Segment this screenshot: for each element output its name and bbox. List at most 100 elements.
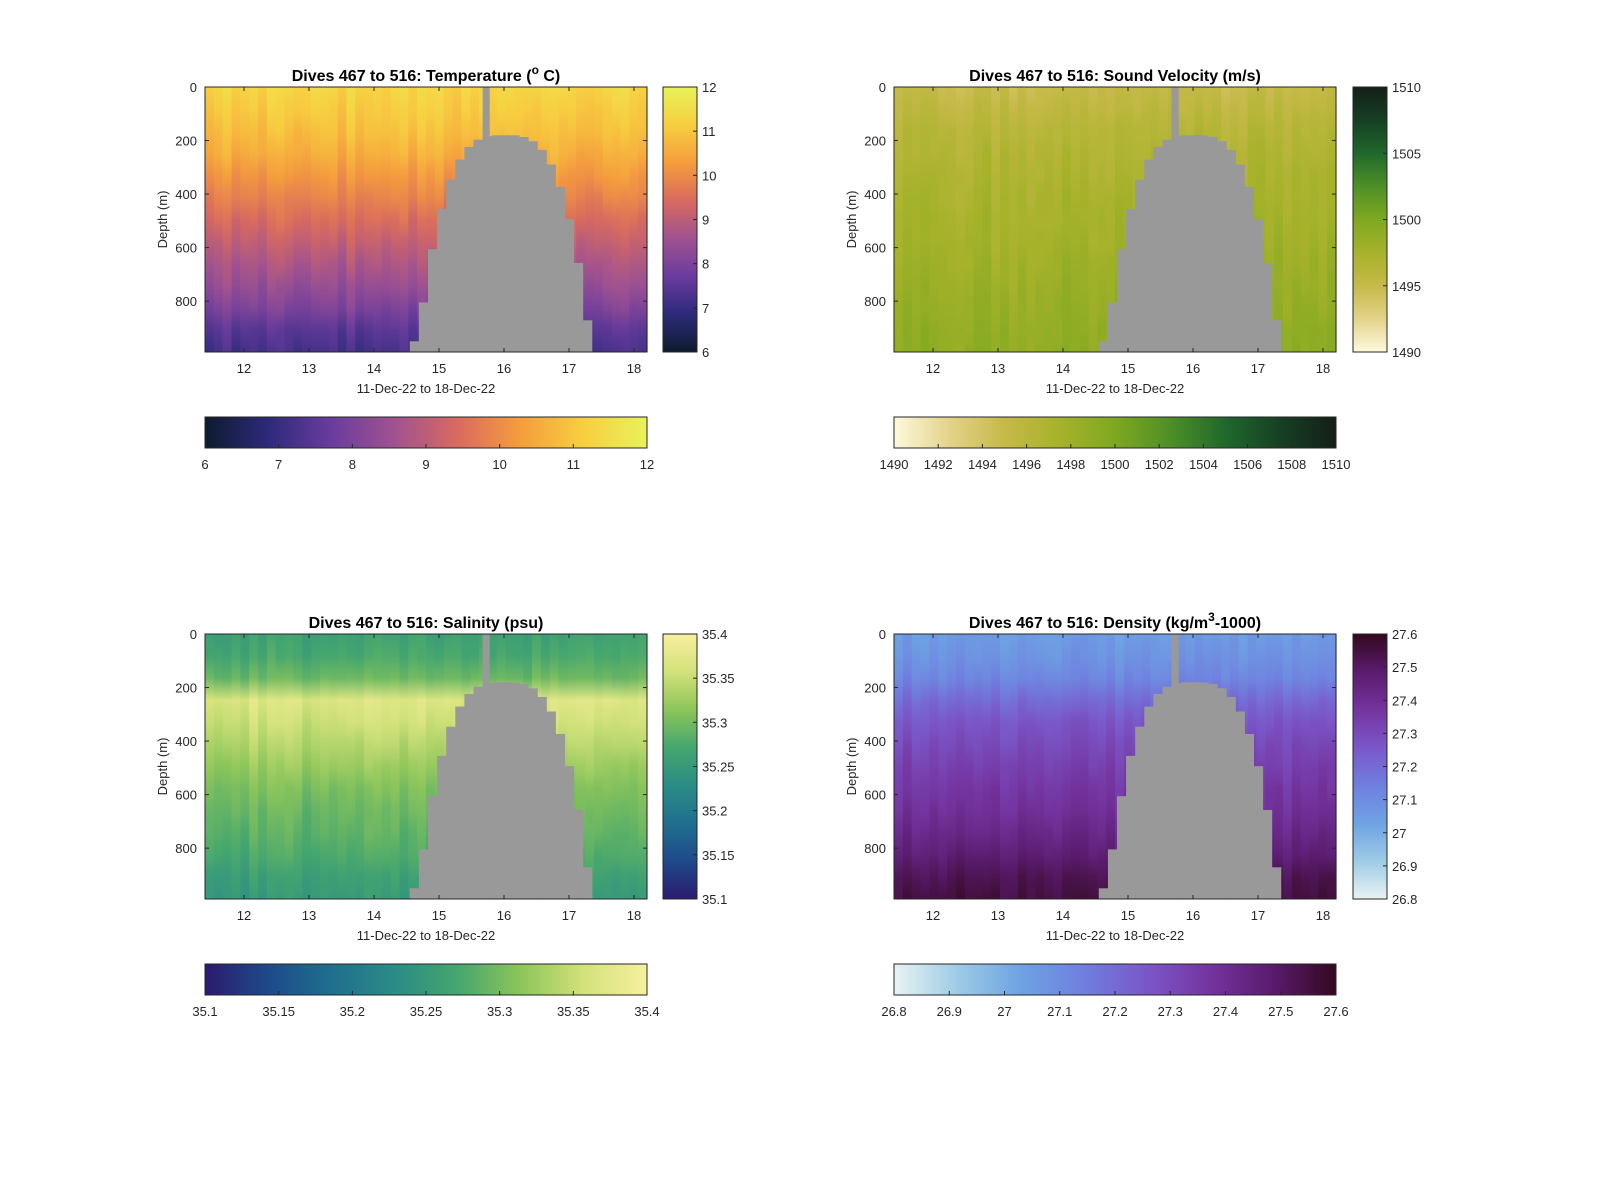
title-text: -1000) — [1215, 615, 1261, 632]
heatmap-column — [902, 87, 913, 352]
x-axis-label: 11-Dec-22 to 18-Dec-22 — [1046, 381, 1185, 396]
no-data-block — [491, 682, 502, 899]
no-data-block — [1208, 137, 1218, 352]
heatmap-column — [585, 87, 595, 352]
colorbar-right — [1352, 86, 1388, 353]
colorbar-bottom-label: 27.5 — [1268, 1004, 1293, 1019]
heatmap-column — [1318, 87, 1328, 352]
colorbar-bottom-label: 1498 — [1056, 457, 1085, 472]
y-tick-label: 200 — [175, 134, 197, 149]
no-data-column — [1171, 634, 1179, 688]
x-tick-label: 16 — [497, 908, 511, 923]
no-data-block — [1271, 320, 1282, 352]
y-tick-label: 600 — [175, 788, 197, 803]
title-text: Dives 467 to 516: Sound Velocity (m/s) — [969, 68, 1261, 85]
no-data-block — [1217, 688, 1227, 899]
colorbar-bottom-label: 1500 — [1101, 457, 1130, 472]
heatmap-column — [302, 87, 312, 352]
y-tick-label: 0 — [190, 80, 197, 95]
no-data-block — [573, 810, 584, 899]
y-tick-label: 800 — [175, 294, 197, 309]
heatmap-column — [355, 634, 365, 899]
heatmap-column — [240, 87, 250, 352]
x-tick-label: 14 — [367, 361, 381, 376]
heatmap-column — [408, 634, 418, 899]
colorbar-bottom-label: 1490 — [880, 457, 909, 472]
y-axis-label: Depth (m) — [155, 191, 170, 249]
colorbar-bottom-label: 27.4 — [1213, 1004, 1238, 1019]
heatmap-column — [1061, 634, 1072, 899]
no-data-block — [582, 320, 593, 352]
no-data-block — [1198, 135, 1209, 352]
heatmap-column — [372, 634, 383, 899]
heatmap-column — [205, 634, 215, 899]
heatmap-column — [1035, 87, 1045, 352]
colorbar-right-label: 9 — [702, 213, 709, 228]
colorbar-right-label: 35.25 — [702, 760, 735, 775]
heatmap-column — [275, 87, 286, 352]
heatmap-column — [629, 87, 639, 352]
colorbar-right-label: 1505 — [1392, 146, 1421, 161]
heatmap-column — [258, 634, 268, 899]
no-data-block — [1226, 149, 1236, 352]
no-data-block — [1098, 888, 1109, 899]
heatmap-column — [1274, 634, 1284, 899]
colorbar-bottom-label: 35.4 — [634, 1004, 659, 1019]
heatmap-column — [249, 87, 259, 352]
y-tick-label: 0 — [879, 627, 886, 642]
no-data-mask — [1098, 87, 1282, 352]
colorbar-right-label: 1495 — [1392, 279, 1421, 294]
no-data-block — [519, 684, 529, 899]
heatmap-column — [355, 87, 365, 352]
no-data-block — [1189, 682, 1200, 899]
colorbar-right-label: 27 — [1392, 826, 1406, 841]
colorbar-right-label: 8 — [702, 257, 709, 272]
colorbar-right-label: 27.1 — [1392, 793, 1417, 808]
heatmap-column — [1274, 87, 1284, 352]
no-data-block — [1244, 187, 1254, 352]
heatmap-column — [364, 634, 374, 899]
no-data-block — [1171, 683, 1182, 899]
y-tick-label: 400 — [864, 734, 886, 749]
axes-frame — [204, 633, 648, 900]
heatmap-column — [231, 87, 241, 352]
heatmap-column — [894, 87, 904, 352]
no-data-block — [437, 208, 447, 352]
no-data-block — [482, 136, 493, 352]
colorbar-right-label: 10 — [702, 168, 716, 183]
heatmap-column — [266, 87, 277, 352]
x-tick-label: 12 — [926, 908, 940, 923]
heatmap-column — [302, 634, 312, 899]
heatmap-column — [328, 634, 339, 899]
x-tick-label: 15 — [432, 361, 446, 376]
no-data-block — [409, 888, 420, 899]
colorbar-bottom-label: 35.2 — [340, 1004, 365, 1019]
title-superscript: 3 — [1208, 610, 1215, 624]
heatmap-column — [258, 87, 268, 352]
x-tick-label: 15 — [1121, 361, 1135, 376]
heatmap-column — [213, 87, 224, 352]
no-data-block — [528, 141, 538, 352]
colorbar-bottom-label: 35.35 — [557, 1004, 590, 1019]
no-data-block — [482, 683, 493, 899]
y-tick-label: 0 — [879, 80, 886, 95]
colorbar-bottom — [893, 416, 1337, 449]
y-tick-label: 200 — [175, 681, 197, 696]
no-data-block — [564, 219, 575, 352]
heatmap-column — [911, 87, 922, 352]
title-text: Dives 467 to 516: Density (kg/m — [969, 615, 1208, 632]
title-text: Dives 467 to 516: Salinity (psu) — [309, 615, 544, 632]
no-data-block — [418, 302, 429, 352]
heatmap-column — [991, 634, 1001, 899]
heatmap-column — [611, 634, 622, 899]
colorbar-bottom-label: 35.3 — [487, 1004, 512, 1019]
heatmap-column — [1106, 634, 1116, 899]
no-data-block — [509, 682, 520, 899]
x-tick-label: 14 — [1056, 908, 1070, 923]
heatmap-column — [1088, 634, 1098, 899]
heatmap-column — [938, 634, 948, 899]
heatmap-column — [929, 87, 939, 352]
heatmap-column — [1115, 634, 1125, 899]
x-tick-label: 15 — [1121, 908, 1135, 923]
heatmap-column — [1097, 634, 1107, 899]
